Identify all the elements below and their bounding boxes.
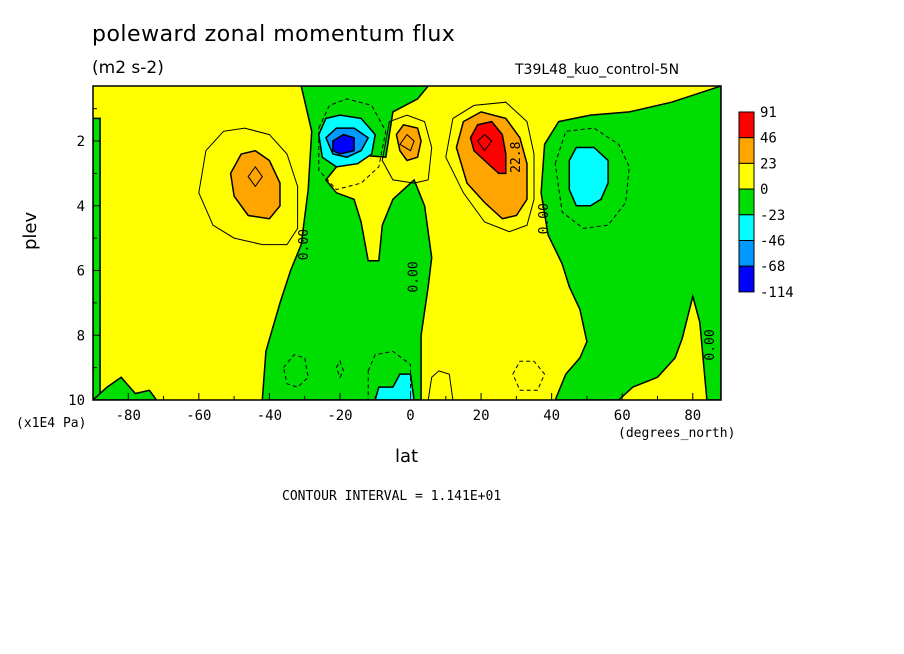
legend-swatch [738, 240, 755, 267]
x-tick-label: 60 [614, 408, 631, 424]
y-tick-label: 2 [77, 134, 85, 150]
contour-line-5 [445, 101, 535, 233]
legend-swatch [738, 162, 755, 190]
y-axis-units: (x1E4 Pa) [16, 416, 87, 431]
y-tick-label: 4 [77, 199, 85, 215]
plot-frame [92, 85, 722, 401]
contour-line-11 [512, 360, 546, 391]
chart-title: poleward zonal momentum flux [92, 22, 456, 47]
contour-line-6 [427, 370, 454, 400]
x-tick-label: -20 [327, 408, 352, 424]
legend-label: 0 [760, 182, 768, 198]
x-tick-label: 0 [406, 408, 414, 424]
filled-region-5 [374, 373, 415, 400]
chart-units: (m2 s-2) [92, 58, 164, 78]
legend-label: 91 [760, 105, 777, 121]
legend-label: -23 [760, 208, 785, 224]
legend-swatch [738, 265, 755, 293]
contour-line-1 [247, 166, 263, 188]
legend-swatch [738, 137, 755, 164]
filled-region-9 [229, 149, 281, 220]
y-tick-label: 8 [77, 328, 85, 344]
x-axis-units: (degrees_north) [618, 426, 736, 441]
contour-label-4: 0.00 [703, 329, 718, 360]
contour-line-0 [198, 127, 299, 246]
legend-label: -114 [760, 285, 794, 301]
y-tick-label: 10 [68, 393, 85, 409]
legend-label: -68 [760, 259, 785, 275]
x-tick-label: 40 [543, 408, 560, 424]
contour-label-1: 0.00 [407, 261, 422, 292]
contour-label-3: 0.00 [537, 203, 552, 234]
contour-interval-note: CONTOUR INTERVAL = 1.141E+01 [282, 489, 502, 504]
y-axis-label: plev [20, 211, 41, 250]
y-tick-label: 6 [77, 264, 85, 280]
x-tick-label: -80 [116, 408, 141, 424]
legend-swatch [738, 188, 755, 216]
legend-swatch [738, 214, 755, 242]
x-tick-label: -60 [186, 408, 211, 424]
contour-line-7 [318, 98, 387, 191]
filled-region-10 [395, 123, 422, 162]
filled-region-12 [469, 120, 507, 175]
x-tick-label: -40 [257, 408, 282, 424]
contour-line-9 [282, 354, 309, 388]
contour-line-8 [554, 127, 630, 229]
contour-line-3 [381, 114, 433, 184]
contour-line-4 [476, 133, 493, 152]
contour-label-0: 0.00 [297, 229, 312, 260]
filled-region-1 [93, 376, 158, 400]
filled-region-8 [332, 133, 355, 155]
x-tick-label: 80 [684, 408, 701, 424]
legend-label: -46 [760, 234, 785, 250]
run-label: T39L48_kuo_control-5N [515, 62, 680, 78]
contour-line-12 [335, 360, 345, 379]
legend-swatch [738, 111, 755, 139]
filled-region-4 [568, 146, 609, 207]
x-tick-label: 20 [473, 408, 490, 424]
legend-label: 23 [760, 156, 777, 172]
contour-label-2: 22.8 [509, 142, 524, 173]
filled-region-0 [93, 117, 101, 400]
legend-label: 46 [760, 131, 777, 147]
x-axis-label: lat [395, 446, 419, 467]
contour-line-2 [399, 133, 415, 152]
contour-line-10 [367, 350, 411, 400]
